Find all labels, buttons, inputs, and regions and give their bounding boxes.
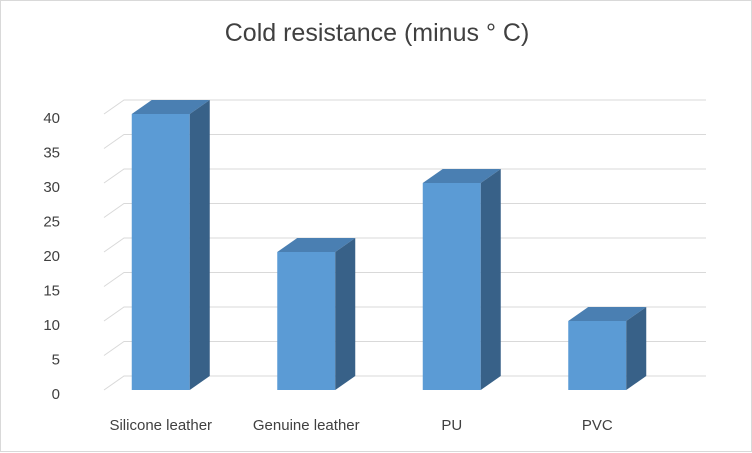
- gridline: [103, 237, 706, 253]
- bar-top: [422, 169, 501, 183]
- x-axis-ticks: Silicone leather Genuine leather PU PVC: [109, 417, 612, 434]
- gridline: [103, 306, 706, 322]
- y-tick-label: 35: [43, 145, 60, 162]
- chart-title: Cold resistance (minus ° C): [224, 19, 530, 47]
- bar-front: [568, 321, 627, 390]
- gridline: [103, 168, 706, 184]
- y-tick-label: 5: [52, 352, 60, 369]
- gridline: [103, 341, 706, 356]
- bar-top: [131, 100, 210, 114]
- bar-side: [626, 307, 647, 390]
- bars: [131, 100, 647, 390]
- y-tick-label: 20: [43, 248, 60, 265]
- y-tick-label: 40: [43, 110, 60, 127]
- gridline: [103, 134, 706, 149]
- y-tick-label: 15: [43, 283, 60, 300]
- bar: [568, 307, 647, 390]
- y-tick-label: 25: [43, 214, 60, 231]
- gridline: [103, 272, 706, 287]
- bar-side: [335, 238, 356, 390]
- x-tick-label: PVC: [582, 417, 613, 434]
- x-tick-label: Genuine leather: [253, 417, 360, 434]
- bar-side: [480, 169, 501, 390]
- bar: [131, 100, 210, 390]
- gridline: [103, 203, 706, 218]
- x-tick-label: PU: [441, 417, 462, 434]
- bar-top: [277, 238, 356, 252]
- bar-front: [131, 114, 190, 390]
- bar: [277, 238, 356, 390]
- x-tick-label: Silicone leather: [109, 417, 212, 434]
- gridlines: [103, 99, 706, 391]
- bar-top: [568, 307, 647, 321]
- bar: [422, 169, 501, 390]
- bar-front: [277, 252, 336, 390]
- gridline: [103, 99, 706, 115]
- bar-front: [422, 183, 481, 390]
- y-tick-label: 0: [52, 386, 60, 403]
- y-tick-label: 10: [43, 317, 60, 334]
- gridline: [103, 375, 706, 391]
- y-tick-label: 30: [43, 179, 60, 196]
- bar-side: [189, 100, 210, 390]
- y-axis-ticks: 0 5 10 15 20 25 30 35 40: [43, 110, 60, 403]
